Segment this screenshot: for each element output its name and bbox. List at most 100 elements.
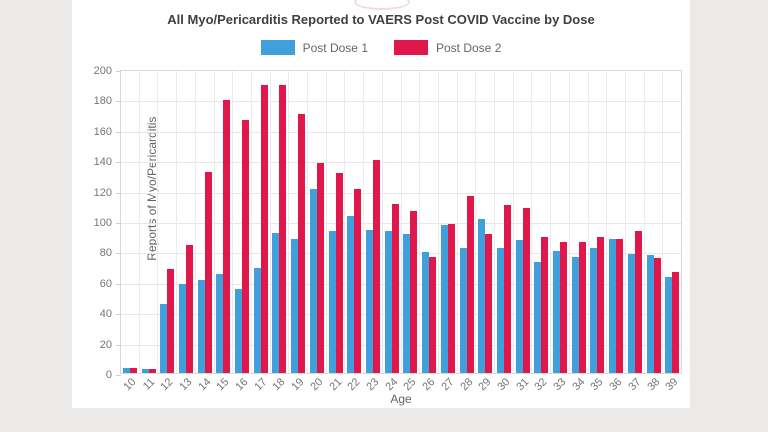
dose2-bar-age-25 [410,211,418,373]
bar-group-age-33: 33 [551,71,570,393]
y-tick-mark [116,101,121,103]
dose1-bar-age-10 [122,368,130,373]
dose1-bar-age-18 [272,233,280,373]
bar-group-age-32: 32 [532,71,552,393]
y-tick-mark [116,253,121,255]
bar-group-age-29: 29 [476,71,496,393]
y-tick-label: 200 [93,65,112,77]
dose1-bar-age-14 [197,280,205,373]
dose2-bar-age-17 [260,85,268,373]
dose2-bar-age-30 [503,205,511,373]
dose1-bar-age-22 [347,216,355,373]
bar-group-age-31: 31 [514,71,533,393]
dose2-swatch-icon [394,40,428,55]
dose2-bar-age-37 [634,231,642,373]
y-tick-label: 0 [105,369,112,381]
dose1-bar-age-37 [627,254,635,373]
y-tick-label: 40 [99,308,112,321]
dose2-bar-age-15 [223,100,231,373]
y-tick-mark [116,162,121,164]
plot-wrap: Reports of Myo/Pericarditis 0 20 40 60 80 100… [94,65,682,393]
dose2-bar-age-19 [298,114,306,373]
bar-group-age-24: 24 [383,71,402,393]
dose2-bar-age-10 [129,368,137,373]
dose1-bar-age-30 [496,248,504,373]
dose2-bar-age-21 [335,173,343,373]
dose1-bar-age-33 [553,251,561,373]
dose2-bar-age-39 [672,272,680,373]
dose2-bar-age-38 [653,258,661,373]
y-tick-mark [116,192,121,194]
dose1-bar-age-38 [646,255,654,373]
dose1-bar-age-15 [216,274,224,373]
bar-group-age-21: 21 [327,71,346,393]
plot-area: 0 20 40 60 80 100 120 140 160 180 200 10 11 12 13 14 15 1… [94,65,682,393]
dose1-bar-age-25 [403,234,411,373]
bar-group-age-23: 23 [364,71,383,393]
y-tick-label: 20 [99,338,112,351]
dose2-bar-age-18 [279,85,287,373]
dose2-bar-age-16 [242,120,250,373]
bar-group-age-25: 25 [402,71,421,393]
dose1-bar-age-16 [235,289,243,373]
dose1-bar-age-26 [422,252,430,373]
bar-group-age-18: 18 [271,71,290,393]
bar-group-age-14: 14 [196,71,215,393]
dose1-bar-age-23 [365,230,373,373]
x-tick-label: 39 [663,376,681,394]
bar-group-age-27: 27 [439,71,458,393]
bar-group-age-11: 11 [140,71,159,393]
y-tick-mark [116,71,121,72]
dose1-bar-age-21 [328,231,336,373]
dose1-bar-age-36 [609,239,617,373]
dose1-bar-age-24 [384,231,392,373]
dose1-bar-age-13 [178,284,186,373]
y-tick-label: 120 [93,186,112,199]
dose1-bar-age-17 [253,268,261,373]
dose2-bar-age-36 [616,239,624,373]
bar-group-age-34: 34 [570,71,589,393]
y-tick-mark [116,283,121,285]
dose2-bar-age-13 [185,245,193,373]
dose1-bar-age-19 [291,239,299,373]
dose2-bar-age-26 [429,257,437,373]
legend: Post Dose 1 Post Dose 2 [72,40,690,55]
dose1-bar-age-34 [571,257,579,373]
bar-group-age-26: 26 [420,71,439,393]
dose1-bar-age-32 [534,262,542,373]
dose1-bar-age-12 [160,304,168,373]
dose1-bar-age-20 [309,189,317,373]
dose2-bar-age-32 [541,237,549,373]
bar-group-age-37: 37 [626,71,645,393]
y-tick-label: 100 [93,217,112,229]
dose1-bar-age-39 [665,277,673,373]
dose2-bar-age-31 [522,208,530,373]
bar-group-age-10: 10 [121,71,140,393]
chart-title: All Myo/Pericarditis Reported to VAERS P… [167,12,595,27]
x-axis-title: Age [390,392,412,406]
dose2-bar-age-12 [167,269,175,373]
dose2-bar-age-35 [597,237,605,373]
bar-group-age-12: 12 [158,71,178,393]
bar-group-age-17: 17 [252,71,271,393]
y-tick-label: 160 [93,125,112,138]
dose1-bar-age-27 [440,225,448,373]
y-tick-label: 80 [99,247,112,260]
dose2-bar-age-28 [466,196,474,373]
dose1-bar-age-29 [478,219,486,373]
legend-item-dose1: Post Dose 1 [260,40,368,55]
y-tick-label: 140 [93,156,112,169]
bar-group-age-28: 28 [458,71,477,393]
bar-group-age-16: 16 [233,71,252,393]
y-tick-label: 60 [99,277,112,290]
bar-group-age-39: 39 [663,71,681,393]
dose2-bar-age-23 [372,160,380,373]
bar-group-age-35: 35 [589,71,608,393]
dose2-bar-age-29 [485,234,493,373]
chart-card: All Myo/Pericarditis Reported to VAERS P… [72,0,690,408]
bar-group-age-20: 20 [308,71,327,393]
y-tick-label: 180 [93,95,112,108]
y-tick-mark [116,314,121,316]
bar-group-age-36: 36 [607,71,626,393]
legend-item-dose2: Post Dose 2 [394,40,501,55]
